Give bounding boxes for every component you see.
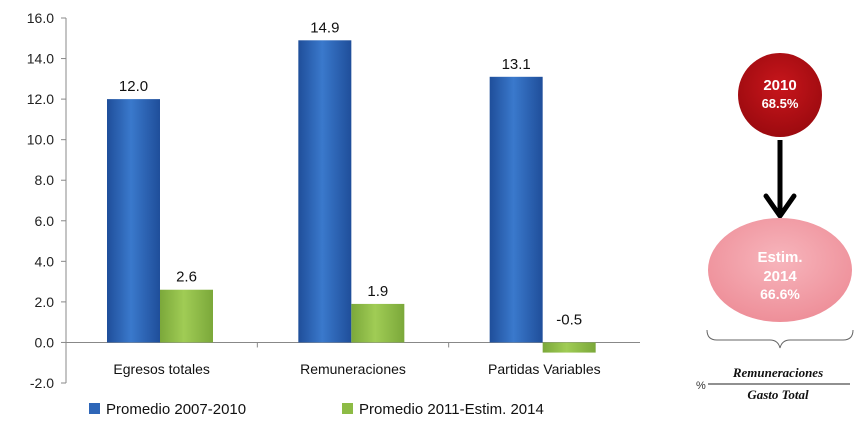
side-diagram: 2010 68.5% Estim. 2014 66.6% % Remunerac… <box>696 53 854 402</box>
y-tick-label: 2.0 <box>35 294 55 310</box>
legend-swatch-series-1 <box>89 403 100 414</box>
y-tick-label: 8.0 <box>35 172 55 188</box>
bar-1-3 <box>489 76 543 343</box>
bar-2-2 <box>351 303 405 343</box>
y-tick-label: 12.0 <box>27 91 54 107</box>
circle-2010 <box>738 53 822 137</box>
bar-2-1 <box>160 289 213 343</box>
circle-estim-year: 2014 <box>763 268 797 285</box>
y-tick-label: 4.0 <box>35 253 55 269</box>
y-tick-label: 14.0 <box>27 51 54 67</box>
y-tick-label: -2.0 <box>30 375 54 391</box>
data-label: 13.1 <box>502 56 531 73</box>
plot-area: 16.0 14.0 12.0 10.0 8.0 6.0 4.0 2.0 0.0 -2.0 12.0 2… <box>27 10 640 391</box>
brace <box>706 329 854 349</box>
circle-estim-label: Estim. <box>757 249 802 266</box>
fraction-denominator: Gasto Total <box>747 387 809 402</box>
y-tick-label: 16.0 <box>27 10 54 26</box>
circle-2010-value: 68.5% <box>762 96 799 111</box>
fraction-numerator: Remuneraciones <box>732 365 823 380</box>
legend-label-series-1: Promedio 2007-2010 <box>106 401 246 418</box>
bar-2-3 <box>542 342 596 353</box>
data-label: -0.5 <box>556 311 582 328</box>
legend: Promedio 2007-2010 Promedio 2011-Estim. … <box>89 401 544 418</box>
y-tick-label: 6.0 <box>35 213 55 229</box>
arrow-head-icon <box>763 193 797 219</box>
category-label: Egresos totales <box>113 361 210 377</box>
data-label: 14.9 <box>310 19 339 36</box>
legend-label-series-2: Promedio 2011-Estim. 2014 <box>359 401 544 418</box>
bar-1-2 <box>298 40 352 343</box>
circle-estim-2014 <box>708 218 852 322</box>
y-tick-label: 10.0 <box>27 132 54 148</box>
category-label: Partidas Variables <box>488 361 601 377</box>
percent-sign: % <box>696 380 706 392</box>
circle-2010-year: 2010 <box>763 77 796 94</box>
category-label: Remuneraciones <box>300 361 406 377</box>
legend-swatch-series-2 <box>342 403 353 414</box>
y-tick-label: 0.0 <box>35 334 55 350</box>
data-label: 1.9 <box>367 283 388 300</box>
circle-estim-value: 66.6% <box>760 286 800 302</box>
data-label: 12.0 <box>119 78 148 95</box>
data-label: 2.6 <box>176 269 197 286</box>
bar-1-1 <box>107 99 160 343</box>
